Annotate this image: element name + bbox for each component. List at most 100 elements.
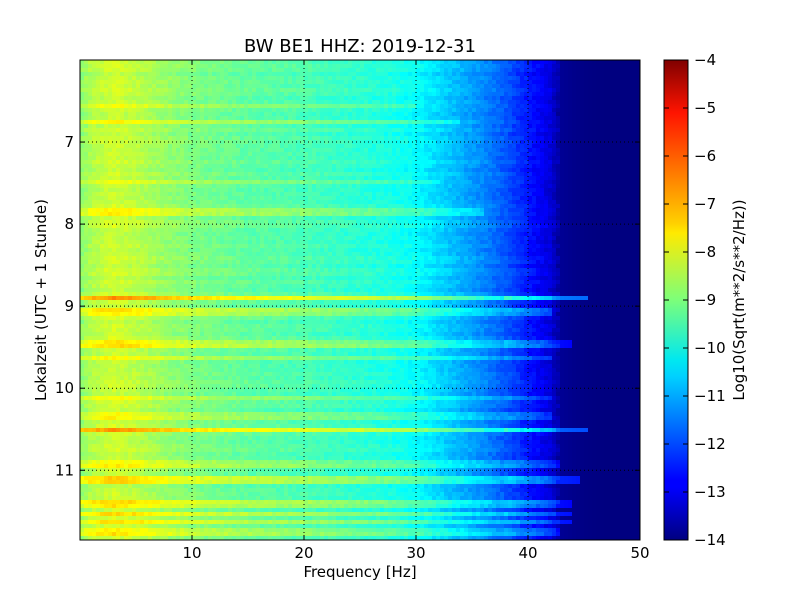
heatmap-cell — [272, 104, 277, 109]
heatmap-cell — [560, 172, 565, 177]
heatmap-cell — [620, 80, 625, 85]
heatmap-cell — [328, 120, 333, 125]
heatmap-cell — [624, 68, 629, 73]
heatmap-cell — [292, 80, 297, 85]
heatmap-cell — [628, 84, 633, 89]
heatmap-cell — [488, 108, 493, 113]
heatmap-cell — [172, 72, 177, 77]
heatmap-cell — [316, 192, 321, 197]
heatmap-cell — [268, 160, 273, 165]
heatmap-cell — [240, 176, 245, 181]
heatmap-cell — [240, 180, 245, 185]
heatmap-cell — [92, 132, 97, 137]
heatmap-cell — [260, 64, 265, 69]
heatmap-cell — [376, 64, 381, 69]
heatmap-cell — [156, 120, 161, 125]
heatmap-cell — [180, 196, 185, 201]
heatmap-cell — [592, 80, 597, 85]
heatmap-cell — [284, 180, 289, 185]
heatmap-cell — [496, 120, 501, 125]
heatmap-cell — [548, 60, 553, 65]
heatmap-cell — [372, 120, 377, 125]
heatmap-cell — [476, 160, 481, 165]
heatmap-cell — [456, 144, 461, 149]
heatmap-cell — [88, 132, 93, 137]
heatmap-cell — [600, 100, 605, 105]
heatmap-cell — [600, 196, 605, 201]
heatmap-cell — [336, 172, 341, 177]
heatmap-cell — [496, 168, 501, 173]
heatmap-cell — [620, 144, 625, 149]
heatmap-cell — [88, 64, 93, 69]
heatmap-cell — [616, 184, 621, 189]
heatmap-cell — [276, 68, 281, 73]
heatmap-cell — [616, 108, 621, 113]
heatmap-cell — [516, 156, 521, 161]
heatmap-cell — [92, 104, 97, 109]
heatmap-cell — [336, 80, 341, 85]
heatmap-cell — [368, 152, 373, 157]
heatmap-cell — [508, 164, 513, 169]
heatmap-cell — [388, 176, 393, 181]
heatmap-cell — [92, 128, 97, 133]
heatmap-cell — [328, 100, 333, 105]
heatmap-cell — [180, 116, 185, 121]
heatmap-cell — [112, 92, 117, 97]
heatmap-cell — [396, 168, 401, 173]
heatmap-cell — [344, 136, 349, 141]
heatmap-cell — [308, 156, 313, 161]
heatmap-cell — [292, 124, 297, 129]
heatmap-cell — [332, 92, 337, 97]
heatmap-cell — [184, 92, 189, 97]
heatmap-cell — [488, 76, 493, 81]
heatmap-cell — [616, 164, 621, 169]
heatmap-cell — [88, 156, 93, 161]
heatmap-cell — [340, 196, 345, 201]
heatmap-cell — [596, 136, 601, 141]
heatmap-cell — [516, 128, 521, 133]
heatmap-cell — [568, 160, 573, 165]
heatmap-cell — [616, 60, 621, 65]
heatmap-cell — [552, 100, 557, 105]
heatmap-cell — [112, 180, 117, 185]
heatmap-cell — [100, 160, 105, 165]
heatmap-cell — [316, 124, 321, 129]
heatmap-cell — [156, 184, 161, 189]
heatmap-cell — [544, 116, 549, 121]
heatmap-cell — [368, 68, 373, 73]
heatmap-cell — [512, 84, 517, 89]
heatmap-cell — [460, 148, 465, 153]
heatmap-cell — [148, 180, 153, 185]
heatmap-cell — [288, 124, 293, 129]
heatmap-cell — [588, 72, 593, 77]
heatmap-cell — [248, 92, 253, 97]
heatmap-cell — [220, 76, 225, 81]
heatmap-cell — [620, 168, 625, 173]
heatmap-cell — [256, 92, 261, 97]
heatmap-cell — [356, 176, 361, 181]
heatmap-cell — [408, 68, 413, 73]
heatmap-cell — [516, 68, 521, 73]
heatmap-cell — [428, 96, 433, 101]
heatmap-cell — [316, 156, 321, 161]
heatmap-cell — [504, 184, 509, 189]
heatmap-cell — [496, 172, 501, 177]
heatmap-cell — [264, 80, 269, 85]
heatmap-cell — [184, 120, 189, 125]
heatmap-cell — [632, 172, 637, 177]
heatmap-cell — [312, 60, 317, 65]
heatmap-cell — [344, 68, 349, 73]
heatmap-cell — [552, 108, 557, 113]
heatmap-cell — [464, 72, 469, 77]
heatmap-cell — [260, 168, 265, 173]
heatmap-cell — [592, 132, 597, 137]
heatmap-cell — [632, 72, 637, 77]
heatmap-cell — [232, 184, 237, 189]
heatmap-cell — [308, 152, 313, 157]
heatmap-cell — [96, 104, 101, 109]
heatmap-cell — [200, 92, 205, 97]
heatmap-cell — [404, 144, 409, 149]
heatmap-cell — [500, 96, 505, 101]
heatmap-cell — [612, 64, 617, 69]
heatmap-cell — [224, 112, 229, 117]
